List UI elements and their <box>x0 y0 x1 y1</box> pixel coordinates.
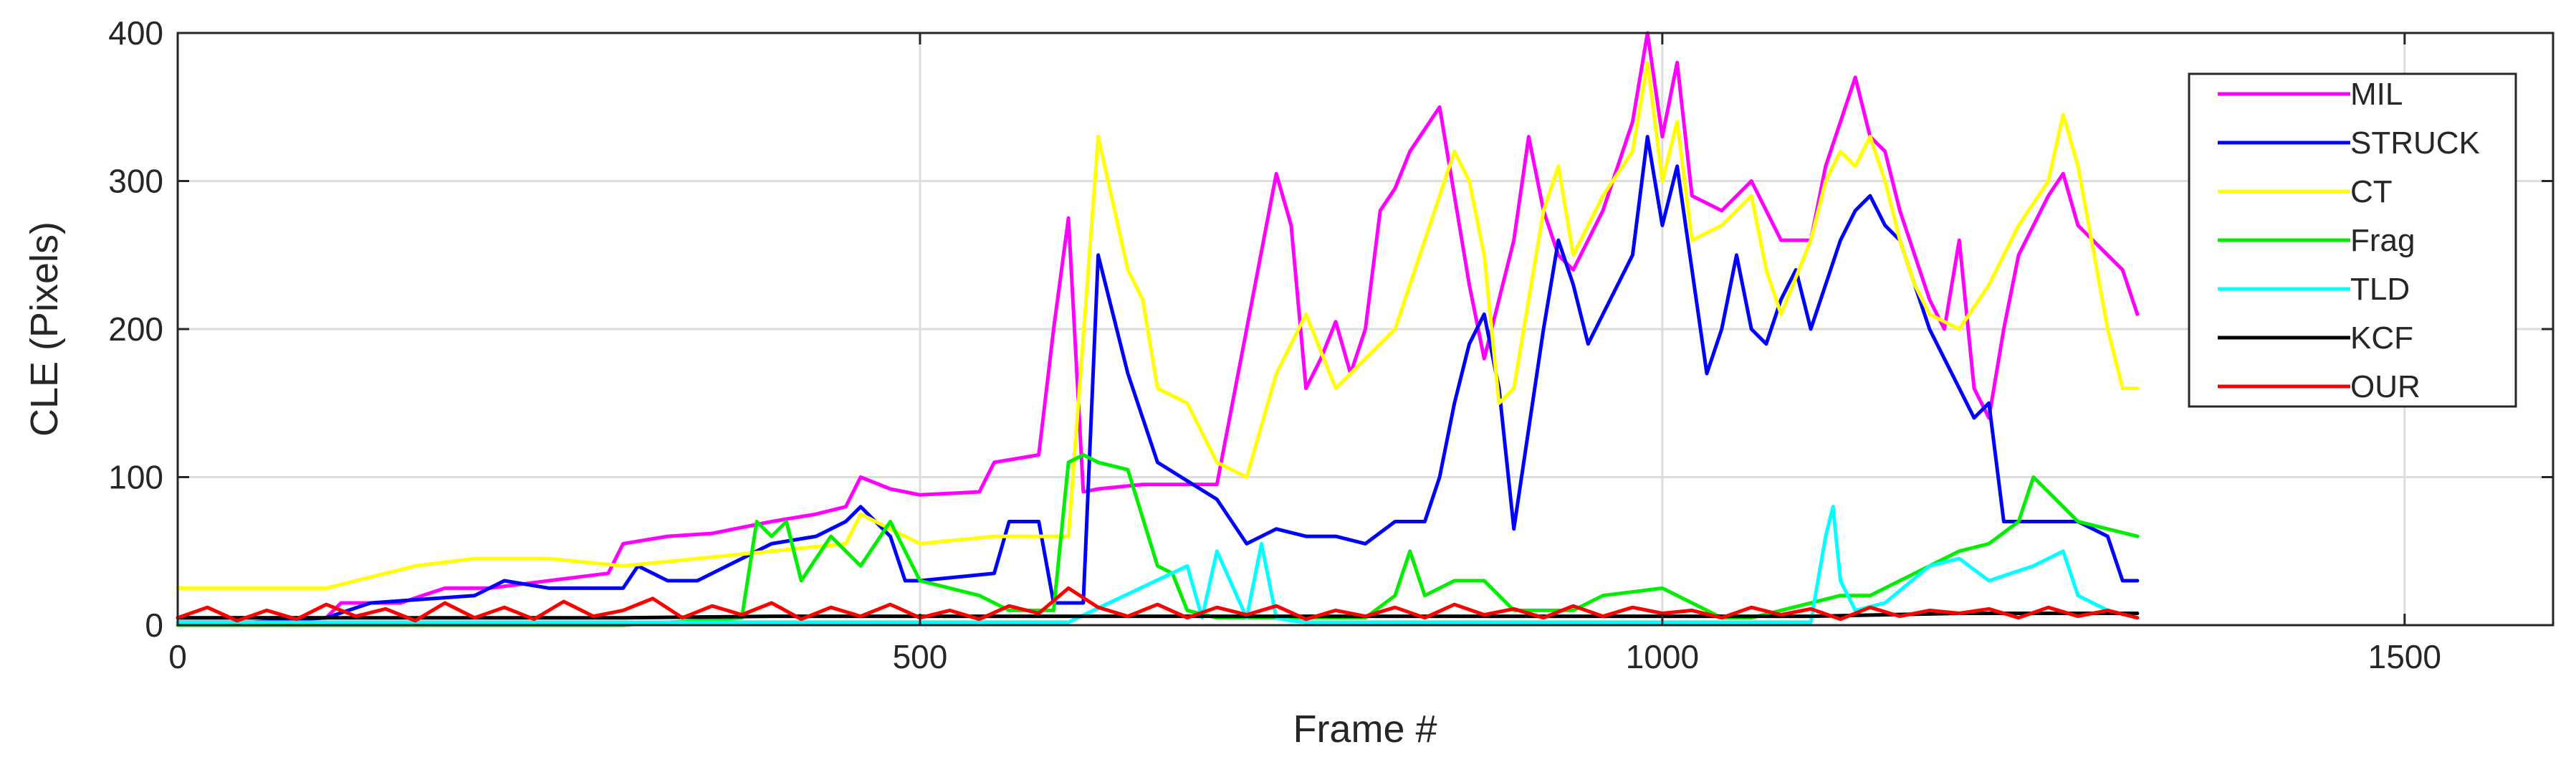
legend-label: CT <box>2350 174 2393 209</box>
legend-entry: OUR <box>2218 369 2421 404</box>
legend-entry: TLD <box>2218 272 2410 307</box>
x-tick-label: 1500 <box>2368 638 2441 675</box>
series-line-tld <box>176 505 2140 624</box>
legend: MIL STRUCK CT Frag TLD KCF OUR <box>2188 72 2517 408</box>
x-tick-label: 1000 <box>1626 638 1699 675</box>
y-tick-label: 0 <box>145 607 163 644</box>
x-axis-label: Frame # <box>1293 708 1437 751</box>
legend-label: Frag <box>2350 223 2415 258</box>
y-axis-label: CLE (Pixels) <box>23 222 66 437</box>
tick-labels: 0 500 1000 1500 0 100 200 300 400 <box>108 14 2553 675</box>
plot-area <box>176 31 2140 627</box>
y-tick-label: 100 <box>108 459 163 496</box>
series-line-mil <box>176 31 2140 620</box>
x-tick-label: 0 <box>168 638 187 675</box>
series-line-our <box>176 586 2140 623</box>
legend-label: OUR <box>2350 369 2421 404</box>
legend-label: STRUCK <box>2350 125 2480 161</box>
x-tick-label: 500 <box>893 638 948 675</box>
legend-entry: CT <box>2218 174 2393 209</box>
legend-label: TLD <box>2350 272 2410 307</box>
y-tick-label: 300 <box>108 163 163 200</box>
legend-entry: MIL <box>2218 77 2403 112</box>
legend-label: MIL <box>2350 77 2403 112</box>
legend-entry: KCF <box>2218 320 2413 356</box>
y-tick-label: 400 <box>108 14 163 52</box>
legend-label: KCF <box>2350 320 2413 356</box>
series-line-ct <box>176 60 2140 590</box>
y-tick-label: 200 <box>108 310 163 348</box>
legend-entry: Frag <box>2218 223 2415 258</box>
series-line-struck <box>176 135 2140 624</box>
legend-entry: STRUCK <box>2218 125 2480 161</box>
